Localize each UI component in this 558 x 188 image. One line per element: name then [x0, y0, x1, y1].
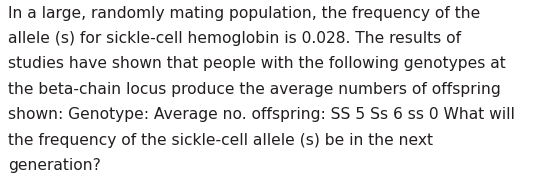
Text: In a large, randomly mating population, the frequency of the: In a large, randomly mating population, …	[8, 6, 480, 21]
Text: shown: Genotype: Average no. offspring: SS 5 Ss 6 ss 0 What will: shown: Genotype: Average no. offspring: …	[8, 107, 514, 122]
Text: the frequency of the sickle-cell allele (s) be in the next: the frequency of the sickle-cell allele …	[8, 133, 433, 148]
Text: studies have shown that people with the following genotypes at: studies have shown that people with the …	[8, 56, 506, 71]
Text: the beta-chain locus produce the average numbers of offspring: the beta-chain locus produce the average…	[8, 82, 501, 97]
Text: allele (s) for sickle-cell hemoglobin is 0.028. The results of: allele (s) for sickle-cell hemoglobin is…	[8, 31, 461, 46]
Text: generation?: generation?	[8, 158, 100, 173]
